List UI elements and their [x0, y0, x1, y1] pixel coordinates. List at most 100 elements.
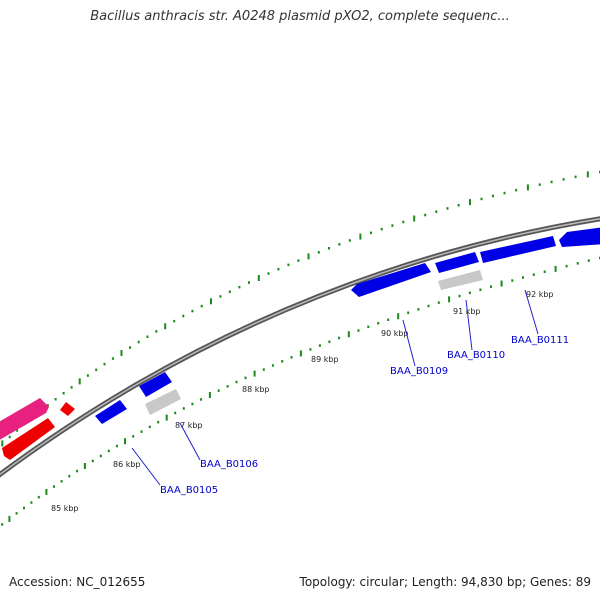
gc-tick [155, 330, 158, 333]
gc-tick [86, 374, 89, 377]
gc-skew-outer-ring [1, 170, 600, 447]
topology-summary-text: Topology: circular; Length: 94,830 bp; G… [299, 575, 591, 589]
gc-tick [107, 449, 110, 453]
gc-tick [210, 298, 212, 305]
gc-tick [480, 197, 483, 201]
gc-tick [200, 398, 203, 401]
gc-tick [137, 340, 140, 344]
leader-line [402, 319, 416, 367]
gene-leader-lines [131, 289, 539, 486]
gc-tick [317, 251, 320, 254]
gc-tick [357, 329, 360, 332]
gene-arrow-baa-b0110-gray[interactable] [438, 270, 483, 290]
gc-tick [515, 188, 518, 192]
gene-arrow-red-1[interactable] [2, 418, 55, 460]
gc-tick [554, 265, 557, 272]
gene-arrow-blue-2[interactable] [139, 372, 172, 397]
gc-tick [328, 247, 330, 250]
gc-tick [91, 459, 94, 463]
gc-tick [262, 368, 265, 371]
gene-label-baa-b0106[interactable]: BAA_B0106 [200, 459, 258, 470]
gene-label-baa-b0110[interactable]: BAA_B0110 [447, 350, 505, 361]
gene-arrow-pink[interactable] [0, 398, 49, 442]
gc-tick [468, 291, 471, 295]
leader-line [131, 447, 161, 486]
gc-tick [328, 340, 331, 343]
gc-tick [76, 469, 79, 473]
gc-tick [129, 346, 131, 349]
gc-tick [15, 512, 18, 515]
gc-tick [53, 485, 55, 488]
gc-tick [103, 362, 106, 366]
leader-line [179, 422, 201, 461]
gc-tick [397, 313, 400, 320]
gc-tick [235, 380, 238, 384]
gc-tick [370, 231, 372, 235]
gene-arrow-baa-b0109[interactable] [351, 263, 431, 297]
kbp-label: 89 kbp [311, 355, 339, 364]
gc-tick [565, 264, 568, 268]
gc-tick [238, 285, 241, 289]
gc-tick [174, 411, 177, 415]
gc-tick [46, 404, 49, 407]
gene-arrow-blue-edge[interactable] [559, 227, 600, 247]
gc-tick [490, 285, 492, 288]
gc-tick [307, 253, 310, 260]
kbp-label: 86 kbp [113, 460, 141, 469]
gc-tick [407, 311, 410, 314]
gc-tick [8, 435, 11, 439]
gc-tick [257, 275, 260, 281]
gc-tick [95, 368, 98, 372]
gc-tick [120, 350, 123, 356]
gene-arrow-baa-b0111[interactable] [480, 236, 556, 263]
gc-tick [148, 425, 151, 429]
gc-tick [347, 331, 350, 338]
gene-label-baa-b0109[interactable]: BAA_B0109 [390, 366, 448, 377]
gc-tick [30, 501, 33, 504]
kbp-label: 88 kbp [242, 385, 270, 394]
gene-arrow-baa-b0105[interactable] [95, 400, 127, 424]
gc-tick [538, 183, 541, 186]
gene-arrow-baa-b0110[interactable] [435, 252, 479, 273]
gc-tick [543, 270, 546, 273]
gc-tick [217, 389, 220, 392]
gc-tick [576, 262, 579, 265]
gc-tick [309, 348, 312, 351]
gc-tick [338, 243, 341, 246]
gc-tick [244, 376, 247, 380]
gene-label-baa-b0105[interactable]: BAA_B0105 [160, 485, 218, 496]
gc-tick [1, 523, 4, 526]
gene-arrow-red-2[interactable] [60, 402, 75, 416]
gc-tick [562, 178, 565, 181]
gc-tick [165, 414, 168, 421]
gc-tick [367, 325, 370, 329]
gc-tick [37, 495, 40, 499]
gc-tick [23, 506, 25, 510]
gc-tick [16, 429, 19, 432]
gc-tick [208, 392, 211, 398]
gc-tick [491, 194, 494, 198]
kbp-label: 90 kbp [381, 329, 409, 338]
gc-tick [359, 233, 362, 240]
gc-tick [522, 276, 524, 279]
gc-tick [132, 435, 135, 438]
gene-labels: BAA_B0105 BAA_B0106 BAA_B0109 BAA_B0110 … [160, 335, 569, 496]
gene-label-baa-b0111[interactable]: BAA_B0111 [511, 335, 569, 346]
gc-tick [413, 215, 416, 222]
gc-tick [68, 474, 71, 478]
gc-tick [111, 357, 114, 360]
gc-tick [173, 319, 176, 323]
leader-line [524, 289, 539, 335]
gc-tick [435, 210, 438, 213]
gene-arrow-baa-b0106[interactable] [145, 389, 181, 415]
gc-tick [417, 308, 420, 311]
gc-tick [277, 267, 280, 271]
gc-tick [253, 370, 256, 377]
gc-tick [8, 515, 11, 522]
gc-tick [219, 295, 222, 298]
gc-tick [574, 175, 577, 179]
gc-tick [448, 296, 451, 303]
accession-text: Accession: NC_012655 [9, 575, 146, 589]
gc-tick [140, 430, 143, 433]
kbp-label: 92 kbp [526, 290, 554, 299]
